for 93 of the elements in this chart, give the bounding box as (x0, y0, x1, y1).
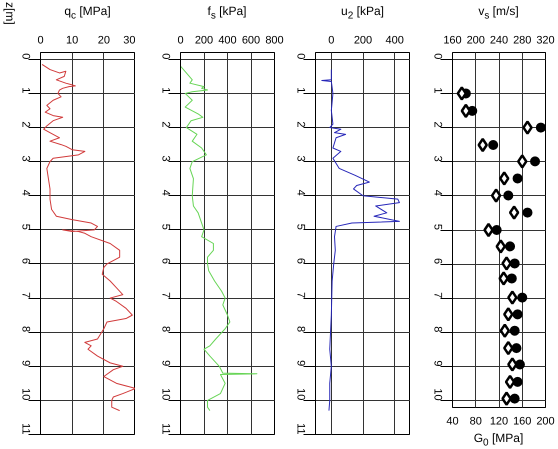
y-tick-label: 1 (294, 87, 306, 94)
y-tick-label: 2 (294, 121, 306, 128)
y-tick-label: 8 (160, 326, 172, 332)
y-tick-label: 9 (432, 360, 444, 367)
y-tick-label: 5 (160, 224, 172, 230)
point (495, 239, 506, 254)
x-tick-label: 0 (177, 34, 184, 46)
point (498, 171, 510, 186)
y-tick-label: 6 (20, 258, 32, 264)
x-axis-title: f$_{s}$ [kPa] (206, 4, 248, 24)
x2-tick-label: 320 (536, 34, 555, 46)
x-tick-label: 120 (490, 416, 508, 428)
y-tick-label: 2 (160, 121, 172, 128)
y-tick-label: 10 (20, 388, 32, 400)
y-tick-label: 2 (432, 121, 444, 128)
y-tick-label: 8 (432, 326, 444, 332)
point (490, 188, 502, 203)
y-tick-label: 0 (20, 53, 32, 60)
y-tick-label: 7 (294, 292, 306, 298)
point (517, 154, 528, 169)
point (503, 307, 514, 322)
y-tick-label: 7 (432, 292, 444, 298)
y-tick-label: 10 (160, 388, 172, 400)
y-tick-label: 2 (20, 121, 32, 128)
y-tick-label: 5 (294, 224, 306, 230)
x-tick-label: 80 (470, 416, 482, 428)
point (507, 290, 518, 305)
y-tick-label: 1 (432, 87, 444, 94)
y-tick-label: 10 (294, 388, 306, 400)
y-tick-label: 6 (160, 258, 172, 264)
x2-tick-label: 240 (490, 34, 508, 46)
point (501, 391, 512, 406)
y-tick-label: 7 (20, 292, 32, 298)
y-tick-label: 4 (20, 190, 32, 196)
y-tick-label: 11 (160, 423, 172, 435)
x2-tick-label: 280 (513, 34, 532, 46)
x-tick-label: 200 (194, 34, 214, 46)
x-axis-title: G$_{0}$ [MPa] (472, 431, 524, 449)
line-series (42, 64, 135, 412)
y-tick-label: 0 (432, 53, 444, 60)
point (508, 205, 520, 220)
y-tick-label: 4 (160, 190, 172, 196)
y-tick-label: 3 (432, 156, 444, 162)
y-tick-label: 10 (432, 388, 444, 401)
y-tick-label: 9 (160, 360, 172, 366)
y-tick-label: 3 (20, 156, 32, 162)
y-tick-label: 9 (294, 360, 306, 366)
y-tick-label: 3 (294, 156, 306, 162)
x-tick-label: 10 (66, 34, 78, 46)
x2-axis-title: v$_{s}$ [m/s] (477, 4, 520, 24)
x-tick-label: 40 (446, 416, 459, 428)
point (504, 374, 516, 390)
x-tick-label: 0 (328, 34, 334, 46)
point (522, 120, 533, 135)
point (477, 138, 488, 152)
point (507, 357, 518, 372)
point (498, 271, 509, 286)
y-tick-label: 7 (160, 292, 172, 298)
x-tick-label: 160 (513, 416, 532, 428)
y-tick-label: 11 (294, 423, 306, 435)
y-tick-label: 9 (20, 360, 32, 366)
line-series (321, 69, 400, 412)
y-tick-label: 4 (432, 190, 444, 196)
x-tick-label: 400 (218, 34, 237, 46)
x-tick-label: 200 (536, 416, 555, 428)
y-tick-label: 6 (294, 258, 306, 264)
x-tick-label: 600 (242, 34, 260, 46)
y-tick-label: 1 (160, 87, 172, 94)
x-tick-label: 400 (385, 34, 404, 46)
y-tick-label: 5 (20, 224, 32, 230)
y-tick-label: 8 (20, 326, 32, 332)
x-axis-title: u$_{2}$ [kPa] (340, 4, 385, 24)
point (503, 340, 514, 356)
y-tick-label: 3 (160, 156, 172, 162)
y-tick-label: 11 (20, 423, 32, 435)
x-axis-title: q$_{c}$ [MPa] (63, 4, 112, 24)
x-tick-label: 200 (354, 34, 372, 46)
y-tick-label: 5 (432, 224, 444, 230)
y-axis-title: z[m] (2, 2, 18, 25)
y-tick-label: 8 (294, 326, 306, 332)
y-tick-label: 1 (20, 87, 32, 94)
x-tick-label: 0 (37, 34, 44, 46)
x-tick-label: 20 (98, 34, 110, 46)
x-tick-label: 30 (123, 34, 136, 46)
y-tick-label: 0 (294, 53, 306, 60)
line-series (180, 66, 258, 412)
y-tick-label: 6 (432, 258, 444, 264)
y-tick-label: 0 (160, 53, 172, 60)
y-tick-label: 4 (294, 190, 306, 196)
x-tick-label: 800 (265, 34, 284, 46)
point (500, 323, 510, 338)
point (483, 222, 494, 238)
point (501, 256, 512, 271)
